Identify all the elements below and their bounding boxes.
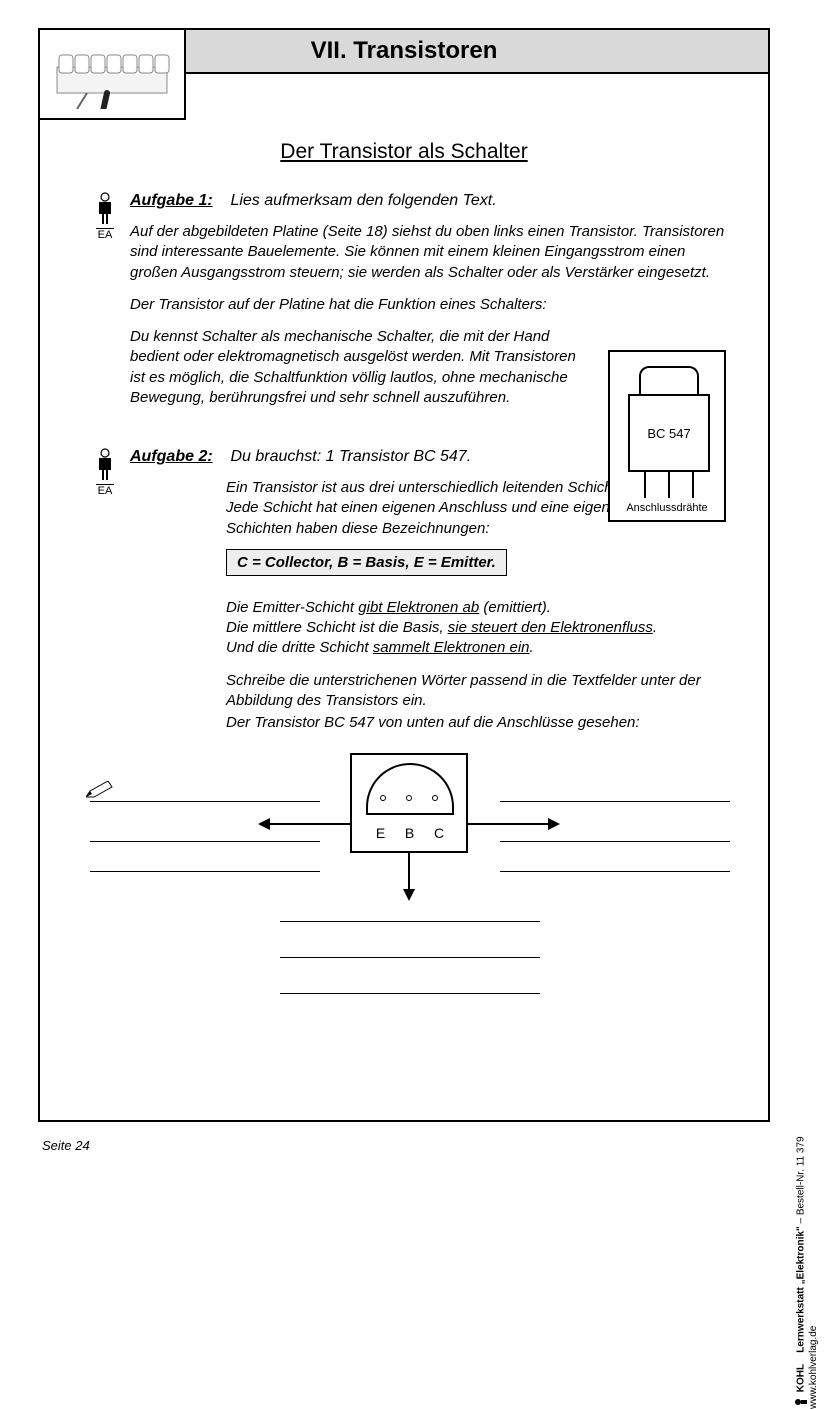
person-icon [94,448,116,482]
task-2-p3: Schreibe die unterstrichenen Wörter pass… [130,671,728,712]
publisher-logo-icon [794,1395,808,1409]
ea-label: EA [96,228,115,241]
person-icon [94,192,116,226]
transistor-bottom-box: E B C [350,753,468,853]
blank-line[interactable] [500,871,730,872]
task-2-label: Aufgabe 2: [130,448,213,465]
blank-line[interactable] [90,801,320,802]
pin-b: B [405,825,414,841]
blank-line[interactable] [90,841,320,842]
blank-line[interactable] [280,993,540,994]
blank-line[interactable] [90,871,320,872]
ea-label: EA [96,484,115,497]
pin-e: E [376,825,385,841]
blank-line[interactable] [280,921,540,922]
definitions-box: C = Collector, B = Basis, E = Emitter. [226,549,507,576]
task-2-p4: Der Transistor BC 547 von unten auf die … [130,713,728,733]
blank-line[interactable] [280,957,540,958]
transistor-figure: BC 547 Anschlussdrähte [608,350,726,522]
pin-c: C [434,825,444,841]
task-2-emitter: Die Emitter-Schicht gibt Elektronen ab (… [130,598,728,659]
side-publisher-text: KOHL Lernwerkstatt „Elektronik" – Bestel… [794,1109,819,1409]
page-number: Seite 24 [42,1138,90,1153]
terminal-block-icon [47,39,177,109]
ea-marker: EA [80,448,130,497]
transistor-caption: Anschlussdrähte [610,502,724,514]
task-1-p1: Auf der abgebildeten Platine (Seite 18) … [130,222,728,283]
page-subtitle: Der Transistor als Schalter [80,140,728,164]
bottom-view-diagram: E B C [80,753,728,1033]
task-1-label: Aufgabe 1: [130,192,213,209]
task-1-p2: Der Transistor auf der Platine hat die F… [130,295,728,315]
blank-line[interactable] [500,801,730,802]
chapter-title: VII. Transistoren [311,37,498,65]
task-1-instruction: Lies aufmerksam den folgenden Text. [230,192,496,209]
header-image-box [38,28,186,120]
page-frame: VII. Transistoren Der Transistor a [38,28,770,1122]
content-area: Der Transistor als Schalter EA Aufgabe 1… [40,122,768,1120]
ea-marker: EA [80,192,130,241]
pencil-icon [86,781,114,799]
task-2-instruction: Du brauchst: 1 Transistor BC 547. [230,448,471,465]
blank-line[interactable] [500,841,730,842]
transistor-label: BC 547 [647,426,690,441]
